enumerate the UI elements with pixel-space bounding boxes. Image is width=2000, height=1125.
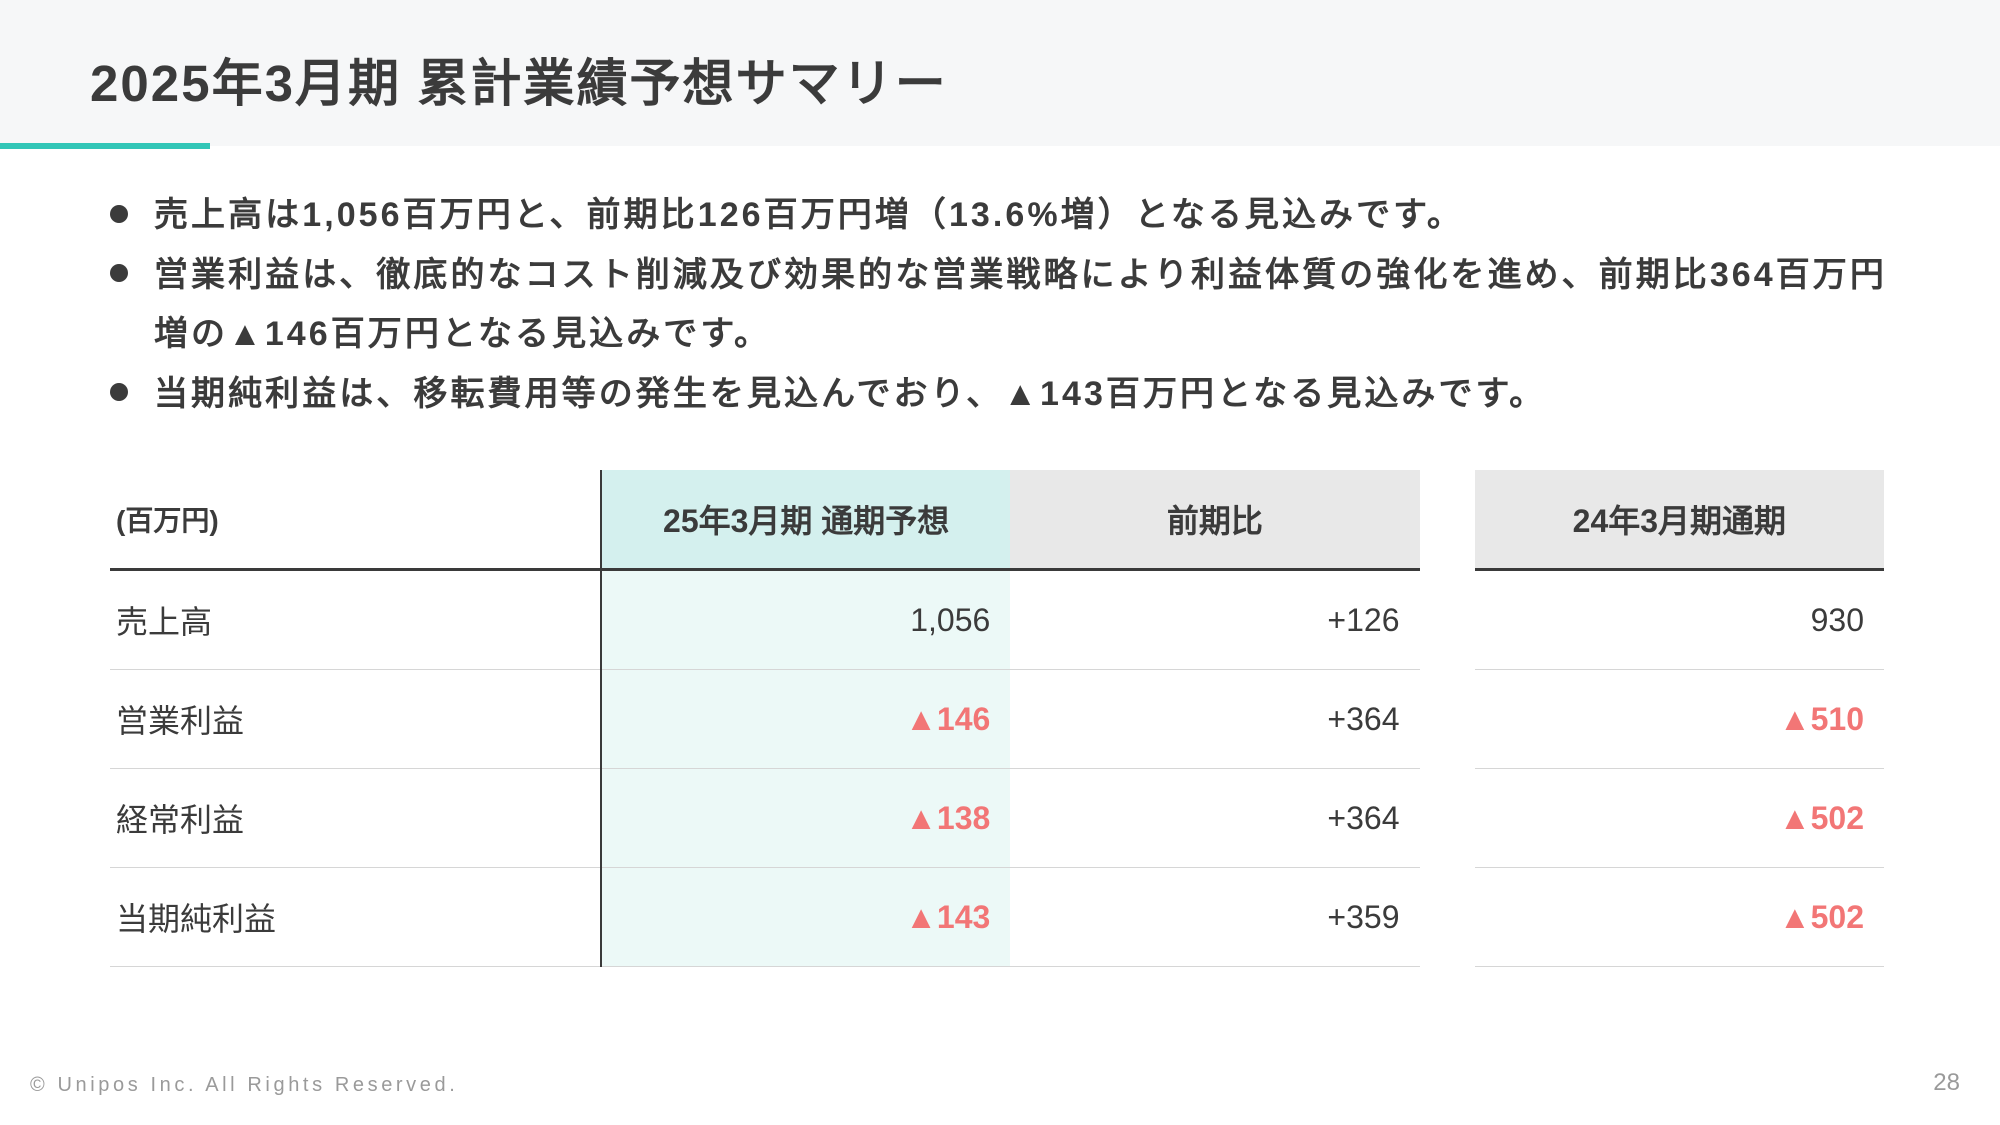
col-gap [1420,470,1475,570]
table-row: 営業利益▲146+364 ▲510 [110,670,1884,769]
row-label: 営業利益 [110,670,601,769]
cell-gap [1420,868,1475,967]
cell-previous: 930 [1475,570,1884,670]
summary-bullets: 売上高は1,056百万円と、前期比126百万円増（13.6%増）となる見込みです… [110,186,1910,424]
cell-yoy: +364 [1010,769,1419,868]
table-row: 当期純利益▲143+359 ▲502 [110,868,1884,967]
cell-yoy: +359 [1010,868,1419,967]
col-yoy: 前期比 [1010,470,1419,570]
content-area: 売上高は1,056百万円と、前期比126百万円増（13.6%増）となる見込みです… [0,146,2000,967]
table-body: 売上高1,056+126930営業利益▲146+364▲510経常利益▲138+… [110,570,1884,967]
col-forecast: 25年3月期 通期予想 [601,470,1010,570]
cell-previous: ▲502 [1475,769,1884,868]
page-title: 2025年3月期 累計業績予想サマリー [90,42,2000,116]
forecast-table: (百万円) 25年3月期 通期予想 前期比 24年3月期通期 売上高1,056+… [110,470,1884,967]
cell-forecast: 1,056 [601,570,1010,670]
cell-forecast: ▲138 [601,769,1010,868]
cell-previous: ▲502 [1475,868,1884,967]
col-previous: 24年3月期通期 [1475,470,1884,570]
bullet-item: 当期純利益は、移転費用等の発生を見込んでおり、▲143百万円となる見込みです。 [110,365,1910,425]
page-number: 28 [1933,1069,1960,1097]
row-label: 経常利益 [110,769,601,868]
forecast-table-wrap: (百万円) 25年3月期 通期予想 前期比 24年3月期通期 売上高1,056+… [110,470,1884,967]
cell-gap [1420,570,1475,670]
cell-previous: ▲510 [1475,670,1884,769]
table-row: 経常利益▲138+364 ▲502 [110,769,1884,868]
accent-bar [0,143,210,149]
table-row: 売上高1,056+126 930 [110,570,1884,670]
bullet-item: 営業利益は、徹底的なコスト削減及び効果的な営業戦略により利益体質の強化を進め、前… [110,246,1910,365]
table-header-row: (百万円) 25年3月期 通期予想 前期比 24年3月期通期 [110,470,1884,570]
row-label: 当期純利益 [110,868,601,967]
cell-yoy: +364 [1010,670,1419,769]
bullet-item: 売上高は1,056百万円と、前期比126百万円増（13.6%増）となる見込みです… [110,186,1910,246]
row-label: 売上高 [110,570,601,670]
cell-gap [1420,769,1475,868]
cell-forecast: ▲143 [601,868,1010,967]
cell-yoy: +126 [1010,570,1419,670]
title-band: 2025年3月期 累計業績予想サマリー [0,0,2000,146]
unit-header: (百万円) [110,470,601,570]
copyright-footer: © Unipos Inc. All Rights Reserved. [30,1074,458,1097]
cell-forecast: ▲146 [601,670,1010,769]
cell-gap [1420,670,1475,769]
